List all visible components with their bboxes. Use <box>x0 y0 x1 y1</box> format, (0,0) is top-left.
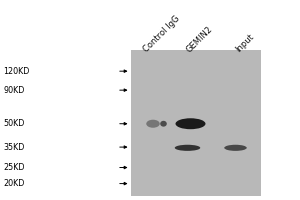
Text: Control IgG: Control IgG <box>142 14 182 54</box>
Ellipse shape <box>146 120 160 128</box>
Text: 25KD: 25KD <box>3 163 25 172</box>
Text: 120KD: 120KD <box>3 67 29 76</box>
Text: GEMIN2: GEMIN2 <box>184 25 214 54</box>
Ellipse shape <box>160 121 167 127</box>
Text: Input: Input <box>234 33 256 54</box>
Text: 35KD: 35KD <box>3 143 24 152</box>
Text: 90KD: 90KD <box>3 86 24 95</box>
Bar <box>130 50 261 196</box>
Text: 50KD: 50KD <box>3 119 24 128</box>
Ellipse shape <box>175 145 200 151</box>
Ellipse shape <box>176 118 206 129</box>
Text: 20KD: 20KD <box>3 179 24 188</box>
Ellipse shape <box>224 145 247 151</box>
